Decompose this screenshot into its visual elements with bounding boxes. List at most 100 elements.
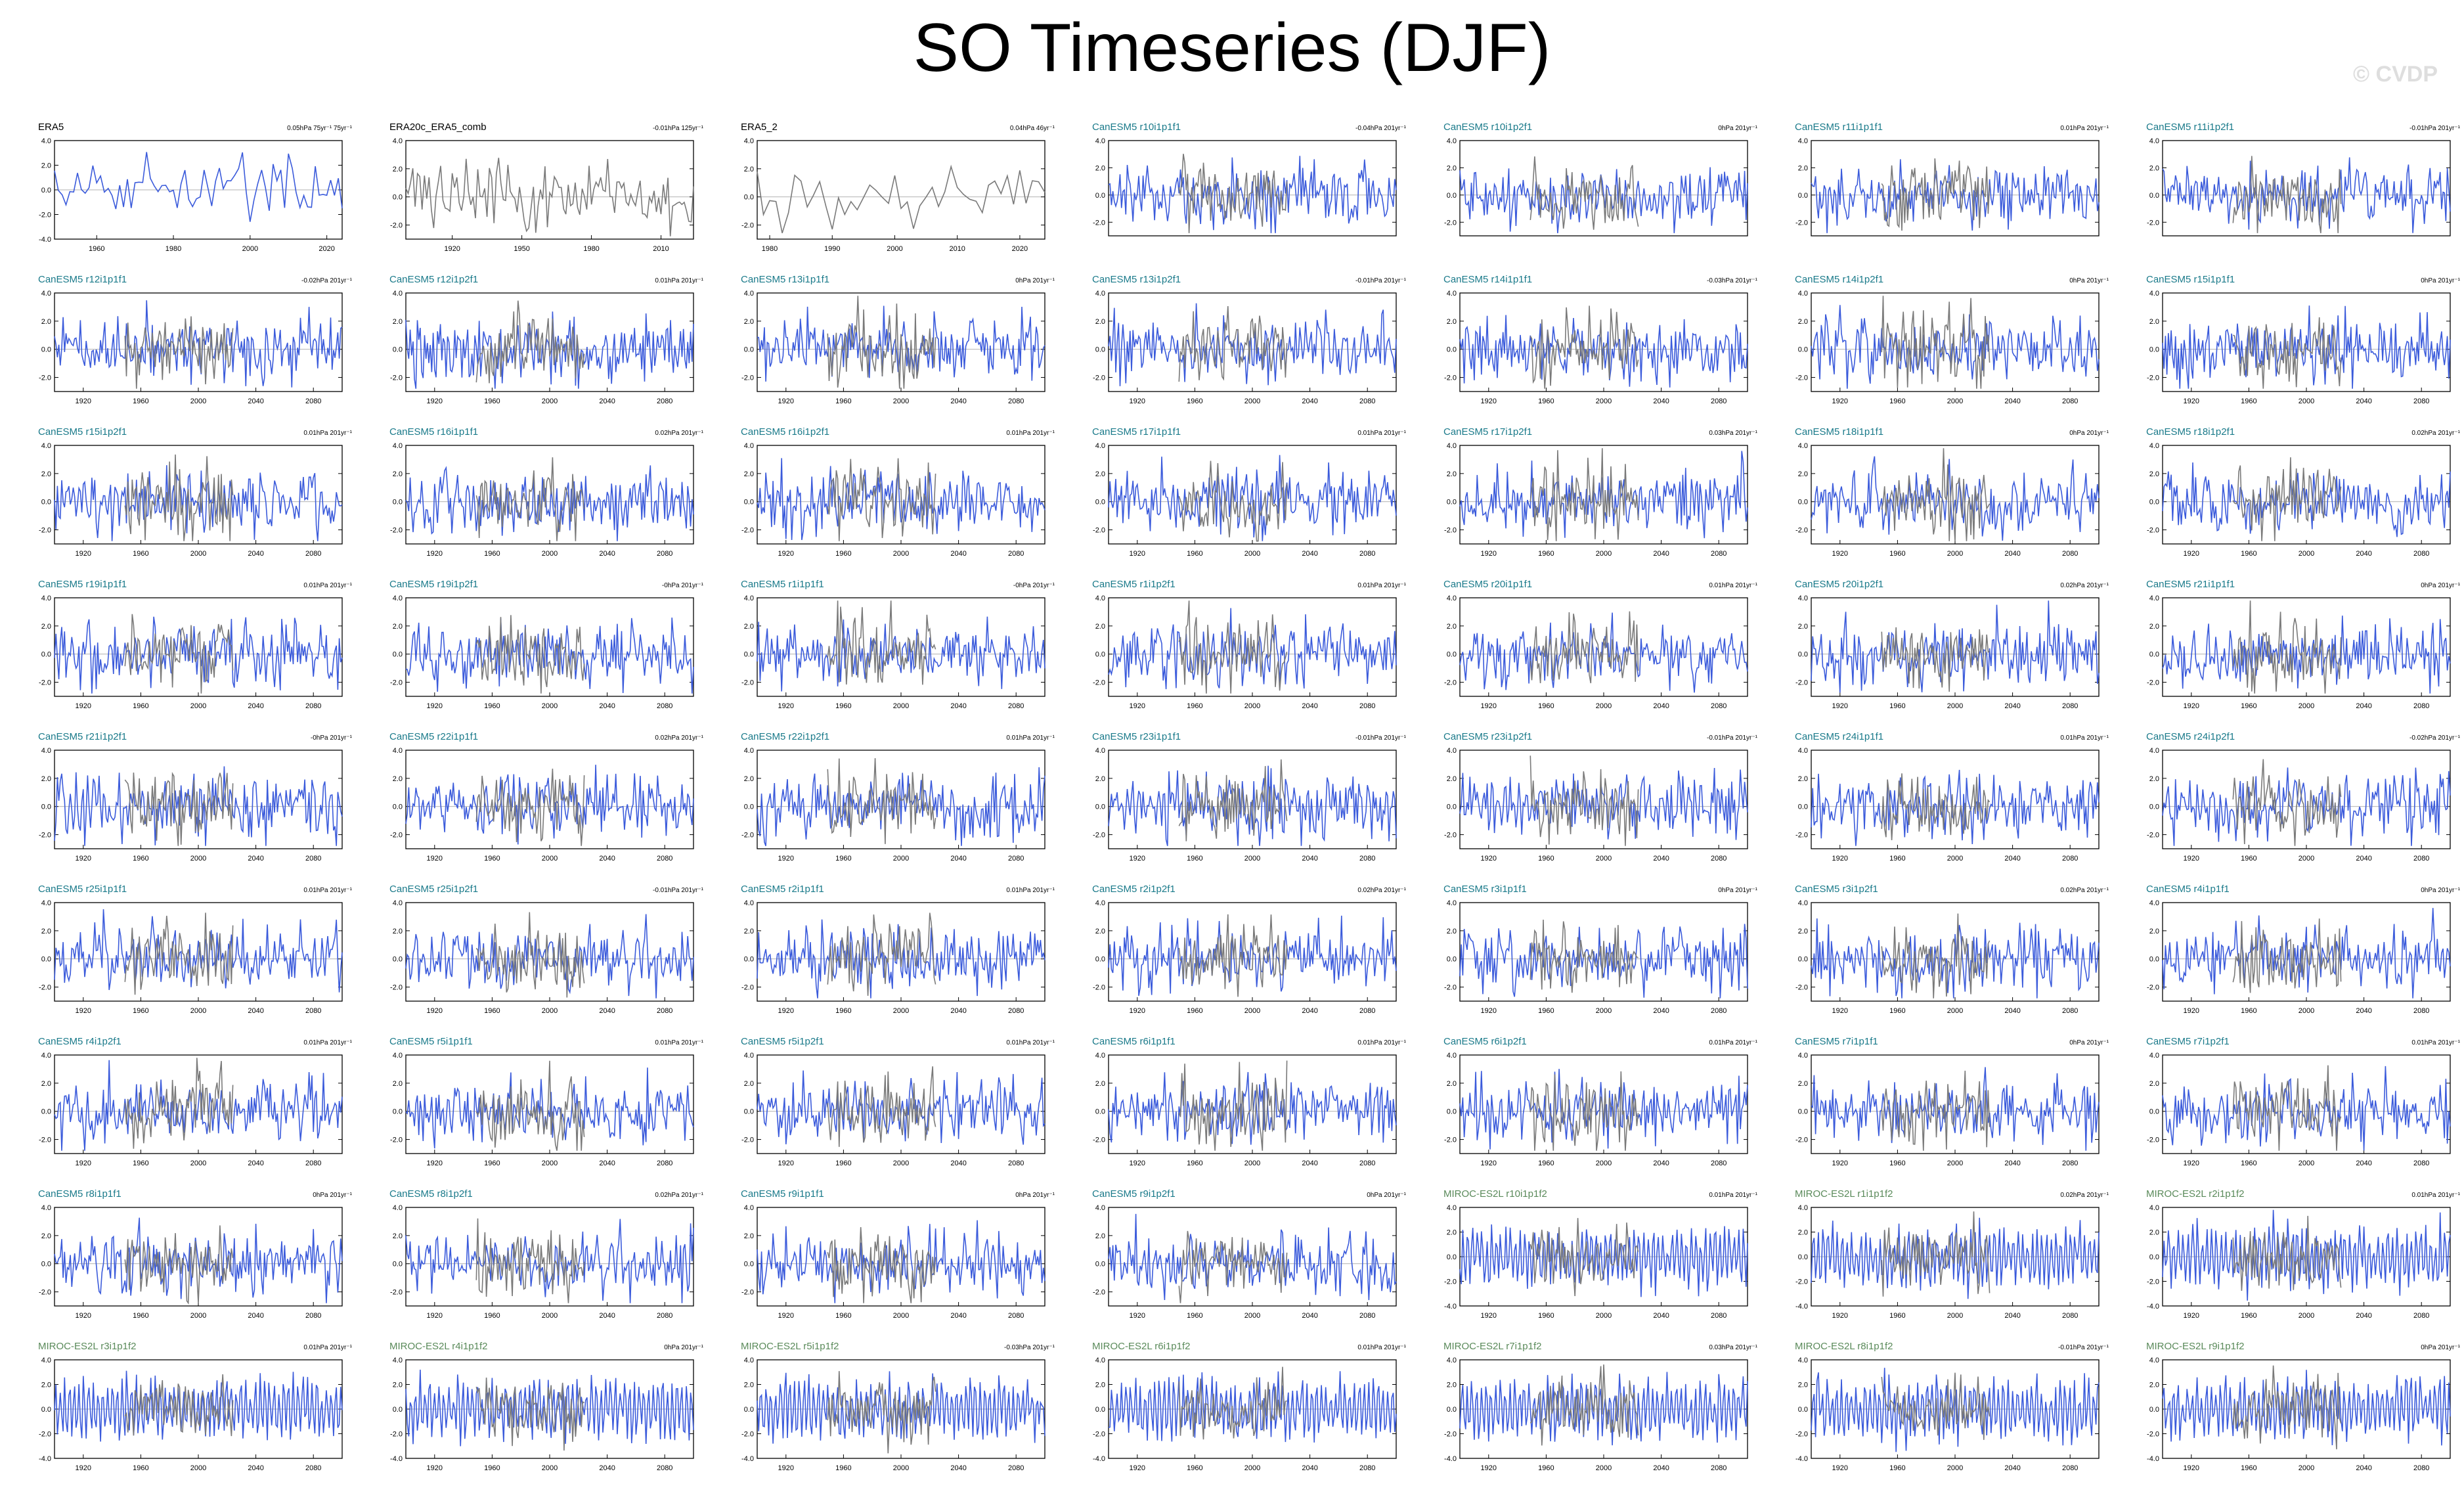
model-series-line bbox=[757, 1220, 1045, 1303]
model-series-line bbox=[757, 458, 1045, 541]
x-tick-label: 2000 bbox=[190, 1312, 206, 1320]
plot-frame bbox=[1108, 750, 1397, 849]
y-tick-label: -2.0 bbox=[39, 212, 51, 219]
x-tick-label: 1960 bbox=[484, 397, 500, 405]
y-tick-label: 2.0 bbox=[41, 775, 51, 783]
obs-series-line bbox=[2232, 600, 2342, 694]
panel-trend: -0.01hPa 125yr⁻¹ bbox=[653, 125, 704, 132]
y-tick-label: 2.0 bbox=[1798, 775, 1808, 783]
x-tick-label: 2000 bbox=[1947, 1007, 1963, 1015]
y-tick-label: 4.0 bbox=[2149, 595, 2159, 602]
y-tick-label: -2.0 bbox=[1444, 1278, 1457, 1286]
y-tick-label: -2.0 bbox=[390, 1289, 403, 1297]
x-tick-label: 2040 bbox=[1302, 1464, 1317, 1472]
y-tick-label: 2.0 bbox=[393, 623, 403, 631]
x-tick-label: 1920 bbox=[1130, 550, 1145, 558]
y-tick-label: -2.0 bbox=[1093, 1289, 1105, 1297]
y-tick-label: 4.0 bbox=[2149, 137, 2159, 145]
y-tick-label: 0.0 bbox=[1095, 803, 1105, 811]
chart-panel: CanESM5 r15i1p1f1 0hPa 201yr⁻¹ 4.0 2.0 0.0 -2… bbox=[2146, 274, 2461, 405]
y-tick-label: -2.0 bbox=[1795, 219, 1808, 227]
model-series-line bbox=[54, 465, 343, 541]
panel-title: CanESM5 r18i1p1f1 bbox=[1795, 426, 1883, 438]
plot-frame bbox=[2162, 902, 2451, 1002]
plot-frame bbox=[1459, 1054, 1748, 1154]
obs-series-line bbox=[475, 769, 585, 846]
panel-title: CanESM5 r17i1p2f1 bbox=[1443, 426, 1532, 438]
x-tick-label: 2080 bbox=[657, 1464, 672, 1472]
chart-panel: CanESM5 r22i1p1f1 0.02hPa 201yr⁻¹ 4.0 2.0 0.… bbox=[389, 731, 704, 863]
x-tick-label: 1960 bbox=[1889, 702, 1905, 710]
x-tick-label: 1960 bbox=[2241, 1464, 2256, 1472]
x-tick-label: 2000 bbox=[190, 397, 206, 405]
panel-trend: 0.01hPa 201yr⁻¹ bbox=[655, 1039, 703, 1046]
x-tick-label: 2040 bbox=[2356, 1007, 2371, 1015]
plot-frame bbox=[54, 445, 343, 545]
plot-frame bbox=[2162, 445, 2451, 545]
y-tick-label: 0.0 bbox=[1798, 803, 1808, 811]
model-series-line bbox=[1108, 1371, 1397, 1443]
x-tick-label: 2040 bbox=[599, 1464, 615, 1472]
y-tick-label: -2.0 bbox=[1795, 374, 1808, 382]
chart-panel: CanESM5 r5i1p2f1 0.01hPa 201yr⁻¹ 4.0 2.0 0.0… bbox=[741, 1036, 1055, 1167]
x-tick-label: 1920 bbox=[1832, 397, 1848, 405]
y-tick-label: -4.0 bbox=[2147, 1455, 2159, 1463]
x-tick-label: 2080 bbox=[1008, 702, 1024, 710]
plot-frame bbox=[2162, 140, 2451, 236]
x-tick-label: 1920 bbox=[1832, 702, 1848, 710]
x-tick-label: 1920 bbox=[1481, 397, 1497, 405]
y-tick-label: 2.0 bbox=[744, 470, 754, 478]
x-tick-label: 2080 bbox=[1008, 855, 1024, 863]
y-tick-label: 2.0 bbox=[2149, 1080, 2159, 1088]
y-tick-label: 2.0 bbox=[1447, 775, 1457, 783]
x-tick-label: 2000 bbox=[1596, 1312, 1612, 1320]
x-tick-label: 1960 bbox=[1538, 550, 1554, 558]
obs-series-line bbox=[1529, 1071, 1639, 1151]
y-tick-label: 0.0 bbox=[2149, 499, 2159, 506]
x-tick-label: 2080 bbox=[2062, 550, 2078, 558]
y-tick-label: 2.0 bbox=[1447, 1381, 1457, 1389]
x-tick-label: 2010 bbox=[653, 245, 669, 253]
x-tick-label: 2080 bbox=[1359, 1464, 1375, 1472]
panel-title: CanESM5 r15i1p1f1 bbox=[2146, 274, 2235, 285]
x-tick-label: 1960 bbox=[1538, 702, 1554, 710]
x-tick-label: 1920 bbox=[1130, 397, 1145, 405]
x-tick-label: 2000 bbox=[542, 397, 558, 405]
panel-title: CanESM5 r12i1p2f1 bbox=[389, 274, 478, 285]
y-tick-label: 4.0 bbox=[744, 442, 754, 450]
y-tick-label: 4.0 bbox=[1095, 595, 1105, 602]
chart-panel: CanESM5 r11i1p2f1 -0.01hPa 201yr⁻¹ 4.0 2.0 0… bbox=[2146, 122, 2461, 236]
x-tick-label: 1960 bbox=[835, 397, 851, 405]
chart-panel: CanESM5 r17i1p1f1 0.01hPa 201yr⁻¹ 4.0 2.0 0.… bbox=[1092, 426, 1407, 558]
y-tick-label: 0.0 bbox=[744, 346, 754, 354]
model-series-line bbox=[2162, 462, 2451, 537]
panel-trend: 0.03hPa 201yr⁻¹ bbox=[1709, 430, 1757, 437]
model-series-line bbox=[54, 1060, 343, 1151]
x-tick-label: 1920 bbox=[1481, 1312, 1497, 1320]
y-tick-label: -2.0 bbox=[741, 1431, 754, 1439]
y-tick-label: 2.0 bbox=[2149, 470, 2159, 478]
y-tick-label: 2.0 bbox=[41, 162, 51, 170]
panel-trend: -0.01hPa 201yr⁻¹ bbox=[1355, 277, 1407, 284]
y-tick-label: -2.0 bbox=[1093, 984, 1105, 992]
x-tick-label: 2040 bbox=[2004, 702, 2020, 710]
y-tick-label: 4.0 bbox=[1095, 747, 1105, 755]
x-tick-label: 2040 bbox=[1302, 702, 1317, 710]
y-tick-label: 2.0 bbox=[1798, 928, 1808, 935]
y-tick-label: -4.0 bbox=[390, 1455, 403, 1463]
y-tick-label: 2.0 bbox=[1798, 1229, 1808, 1237]
x-tick-label: 2080 bbox=[1008, 397, 1024, 405]
y-tick-label: 2.0 bbox=[1447, 1080, 1457, 1088]
y-tick-label: 0.0 bbox=[1447, 1406, 1457, 1414]
y-tick-label: -2.0 bbox=[39, 679, 51, 687]
y-tick-label: -4.0 bbox=[39, 1455, 51, 1463]
y-tick-label: 0.0 bbox=[2149, 1108, 2159, 1116]
y-tick-label: -2.0 bbox=[1093, 832, 1105, 840]
y-tick-label: -2.0 bbox=[1795, 1431, 1808, 1439]
panel-trend: -0hPa 201yr⁻¹ bbox=[662, 582, 704, 589]
model-series-line bbox=[1108, 765, 1397, 846]
x-tick-label: 2000 bbox=[190, 702, 206, 710]
chart-panel: CanESM5 r10i1p1f1 -0.04hPa 201yr⁻¹ 4.0 2.0 0… bbox=[1092, 122, 1407, 236]
y-tick-label: 4.0 bbox=[744, 1204, 754, 1212]
x-tick-label: 2080 bbox=[1008, 1159, 1024, 1167]
